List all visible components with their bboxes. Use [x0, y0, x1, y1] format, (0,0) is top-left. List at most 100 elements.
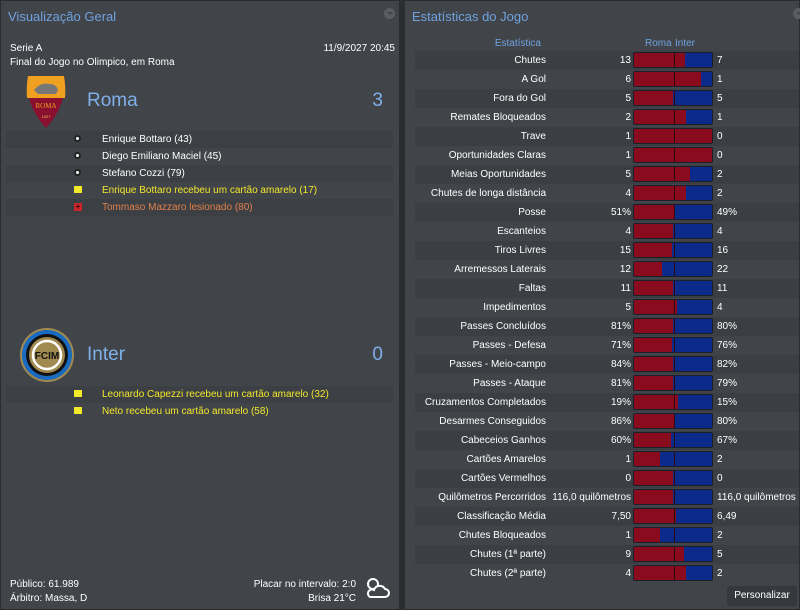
home-value: 9 — [625, 549, 631, 560]
svg-text:1927: 1927 — [42, 114, 52, 119]
bar-midline — [674, 414, 675, 428]
home-score: 3 — [372, 90, 383, 111]
comparison-bar — [633, 356, 713, 372]
home-share-fill — [634, 357, 674, 371]
stat-row: Faltas 11 11 — [415, 279, 799, 298]
comparison-bar — [633, 147, 713, 163]
home-value: 51% — [610, 207, 631, 218]
away-value: 116,0 quilômetros — [717, 492, 796, 503]
event-text[interactable]: Stefano Cozzi (79) — [102, 168, 185, 179]
comparison-bar — [633, 223, 713, 239]
stat-row: Classificação Média 7,50 6,49 — [415, 507, 799, 526]
home-value: 71% — [610, 340, 631, 351]
stat-row: Cabeceios Ganhos 60% 67% — [415, 431, 799, 450]
stat-row: Passes Concluídos 81% 80% — [415, 317, 799, 336]
bar-midline — [674, 547, 675, 561]
bar-midline — [674, 357, 675, 371]
comparison-bar — [633, 489, 713, 505]
home-share-fill — [634, 300, 678, 314]
injury-icon: + — [74, 202, 82, 211]
away-value: 15% — [717, 397, 738, 408]
stat-row: Chutes (1ª parte) 9 5 — [415, 545, 799, 564]
event-item: Diego Emiliano Maciel (45) — [6, 148, 393, 165]
stat-label: Trave — [520, 131, 546, 142]
competition: Serie A — [10, 43, 43, 54]
event-text[interactable]: Enrique Bottaro recebeu um cartão amarel… — [102, 185, 318, 196]
away-value: 0 — [717, 150, 723, 161]
stat-row: Chutes Bloqueados 1 2 — [415, 526, 799, 545]
event-text[interactable]: Tommaso Mazzaro lesionado (80) — [102, 202, 253, 213]
yellow-card-icon — [74, 407, 82, 414]
home-value: 1 — [625, 131, 631, 142]
stat-row: Passes - Meio-campo 84% 82% — [415, 355, 799, 374]
comparison-bar — [633, 166, 713, 182]
away-value: 2 — [717, 169, 723, 180]
event-text[interactable]: Leonardo Capezzi recebeu um cartão amare… — [102, 389, 329, 400]
stat-label: Passes - Defesa — [472, 340, 546, 351]
bar-midline — [674, 243, 675, 257]
stat-label: Chutes de longa distância — [430, 188, 546, 199]
event-item: Neto recebeu um cartão amarelo (58) — [6, 403, 393, 420]
away-value: 67% — [717, 435, 738, 446]
away-team-name[interactable]: Inter — [87, 344, 126, 365]
column-header-away: Inter — [675, 38, 696, 49]
away-value: 49% — [717, 207, 738, 218]
away-value: 82% — [717, 359, 738, 370]
away-value: 22 — [717, 264, 729, 275]
match-venue: Final do Jogo no Olimpico, em Roma — [10, 57, 175, 68]
home-share-fill — [634, 395, 678, 409]
bar-midline — [674, 262, 675, 276]
stat-row: Fora do Gol 5 5 — [415, 89, 799, 108]
collapse-icon[interactable] — [793, 8, 800, 19]
stat-row: Cruzamentos Completados 19% 15% — [415, 393, 799, 412]
away-value: 7 — [717, 55, 723, 66]
stat-label: Passes - Ataque — [473, 378, 546, 389]
home-share-fill — [634, 129, 712, 143]
home-share-fill — [634, 243, 672, 257]
home-share-fill — [634, 148, 712, 162]
away-score: 0 — [372, 344, 383, 365]
home-value: 81% — [610, 378, 631, 389]
customize-button[interactable]: Personalizar — [727, 586, 797, 606]
ball-icon — [74, 152, 81, 159]
away-value: 0 — [717, 131, 723, 142]
bar-midline — [674, 319, 675, 333]
away-value: 6,49 — [717, 511, 737, 522]
home-share-fill — [634, 414, 675, 428]
home-share-fill — [634, 376, 674, 390]
stat-label: Cruzamentos Completados — [424, 397, 546, 408]
home-value: 60% — [610, 435, 631, 446]
away-value: 80% — [717, 416, 738, 427]
column-header-stat[interactable]: Estatística — [494, 38, 541, 49]
comparison-bar — [633, 413, 713, 429]
event-item: Leonardo Capezzi recebeu um cartão amare… — [6, 386, 393, 403]
collapse-icon[interactable] — [384, 8, 395, 19]
bar-midline — [674, 129, 675, 143]
stat-row: Arremessos Laterais 12 22 — [415, 260, 799, 279]
comparison-bar — [633, 261, 713, 277]
event-item: Enrique Bottaro recebeu um cartão amarel… — [6, 182, 393, 199]
bar-midline — [674, 509, 675, 523]
home-share-fill — [634, 452, 660, 466]
home-share-fill — [634, 490, 673, 504]
comparison-bar — [633, 527, 713, 543]
bar-midline — [674, 224, 675, 238]
away-value: 80% — [717, 321, 738, 332]
home-value: 11 — [620, 283, 631, 294]
event-text[interactable]: Neto recebeu um cartão amarelo (58) — [102, 406, 269, 417]
stat-row: Chutes (2ª parte) 4 2 — [415, 564, 799, 583]
away-value: 11 — [717, 283, 728, 294]
comparison-bar — [633, 90, 713, 106]
home-value: 19% — [610, 397, 631, 408]
event-text[interactable]: Enrique Bottaro (43) — [102, 134, 193, 145]
home-share-fill — [634, 91, 673, 105]
stat-label: Posse — [518, 207, 546, 218]
event-item: Enrique Bottaro (43) — [6, 131, 393, 148]
stat-row: Escanteios 4 4 — [415, 222, 799, 241]
stat-label: Chutes Bloqueados — [458, 530, 546, 541]
comparison-bar — [633, 546, 713, 562]
svg-text:ROMA: ROMA — [35, 102, 56, 110]
home-team-name[interactable]: Roma — [87, 90, 138, 111]
event-text[interactable]: Diego Emiliano Maciel (45) — [102, 151, 222, 162]
roma-crest: ROMA 1927 — [24, 74, 68, 129]
